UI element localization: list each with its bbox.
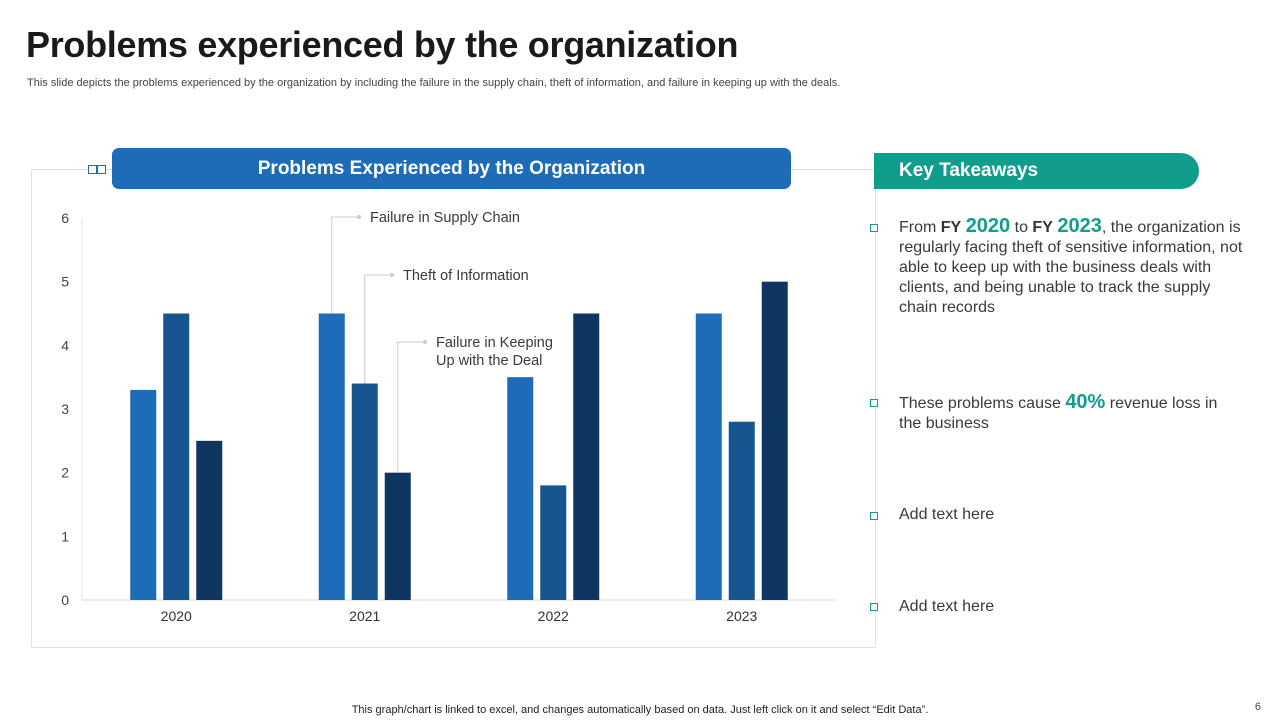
bar	[573, 313, 600, 600]
x-tick-label: 2020	[161, 608, 192, 624]
x-tick-label: 2022	[538, 608, 569, 624]
bar	[384, 472, 411, 600]
bullet-square-icon	[870, 512, 878, 520]
y-tick-label: 3	[61, 401, 69, 417]
x-tick-label: 2023	[726, 608, 757, 624]
series-callout-line	[364, 274, 392, 384]
y-tick-label: 5	[61, 274, 69, 290]
series-label: Failure in Keeping Up with the Deal	[436, 335, 553, 369]
bar	[351, 383, 378, 600]
bar	[163, 313, 190, 600]
page-subtitle: This slide depicts the problems experien…	[27, 77, 841, 89]
bar	[196, 440, 223, 600]
takeaway-item-3[interactable]: Add text here	[899, 506, 995, 523]
series-callout-dot	[357, 215, 361, 219]
takeaway-item-4[interactable]: Add text here	[899, 598, 995, 615]
series-callout-line	[331, 216, 359, 314]
y-tick-label: 2	[61, 465, 69, 481]
bar	[507, 377, 534, 600]
x-tick-label: 2021	[349, 608, 380, 624]
square-marker-icon	[97, 165, 106, 174]
square-marker-icon	[88, 165, 97, 174]
bar	[728, 421, 755, 600]
footer-note: This graph/chart is linked to excel, and…	[351, 704, 929, 716]
y-tick-label: 6	[61, 210, 69, 226]
bullet-square-icon	[870, 399, 878, 407]
takeaway-item-1: From FY 2020 to FY 2023, the organizatio…	[899, 215, 1243, 316]
y-tick-label: 1	[61, 528, 69, 544]
bullet-square-icon	[870, 224, 878, 232]
bullet-square-icon	[870, 603, 878, 611]
bar	[761, 281, 788, 600]
series-callout-dot	[390, 273, 394, 277]
series-callout-line	[397, 341, 425, 473]
bar	[130, 389, 157, 600]
y-tick-label: 0	[61, 592, 69, 608]
key-takeaways-header: Key Takeaways	[874, 153, 1199, 189]
series-label: Theft of Information	[403, 268, 529, 284]
chart-header: Problems Experienced by the Organization	[112, 148, 791, 189]
bar	[540, 485, 567, 600]
bar	[318, 313, 345, 600]
series-callout-dot	[423, 340, 427, 344]
page-title: Problems experienced by the organization	[26, 24, 739, 65]
y-tick-label: 4	[61, 337, 69, 353]
page-number: 6	[1254, 701, 1261, 713]
bar	[695, 313, 722, 600]
takeaway-item-2: These problems cause 40% revenue loss in…	[899, 391, 1218, 432]
series-label: Failure in Supply Chain	[370, 210, 520, 226]
